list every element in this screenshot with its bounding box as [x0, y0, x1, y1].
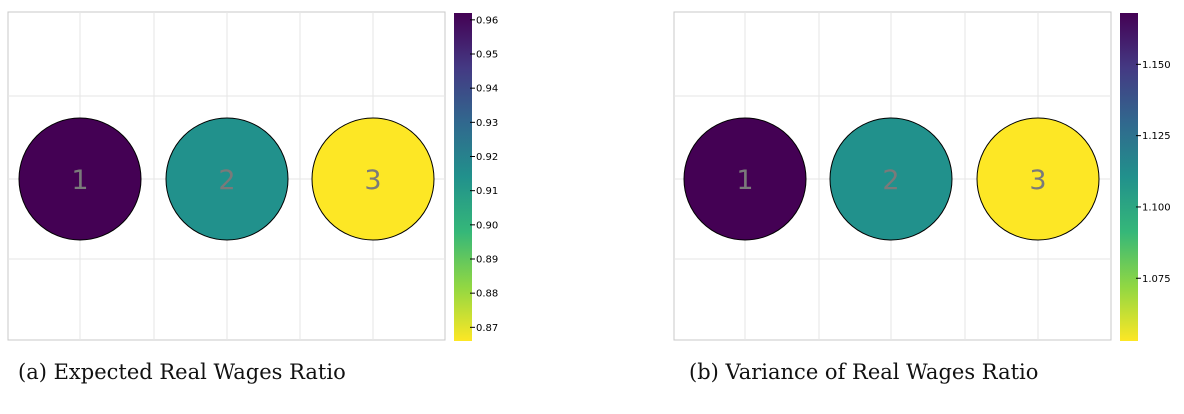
colorbar-tick-label: 0.91 — [476, 186, 498, 197]
node-label-2: 2 — [882, 165, 899, 196]
colorbar-tick-label: 1.150 — [1142, 60, 1171, 71]
colorbar-tick-label: 0.89 — [476, 255, 498, 266]
node-1 — [683, 117, 807, 241]
node-label-3: 3 — [364, 165, 381, 196]
colorbar-tick-label: 0.93 — [476, 118, 498, 129]
colorbar-tick-label: 0.88 — [476, 289, 498, 300]
node-label-1: 1 — [736, 165, 753, 196]
colorbar-tick-label: 1.075 — [1142, 274, 1171, 285]
node-1 — [18, 117, 142, 241]
caption-expected-real-wages-ratio: (a) Expected Real Wages Ratio — [18, 360, 346, 384]
colorbar-tick-label: 0.87 — [476, 323, 498, 334]
colorbar — [1120, 13, 1138, 341]
colorbar-tick-label: 0.95 — [476, 50, 498, 61]
node-3 — [976, 117, 1100, 241]
panel-expected-real-wages: 1 2 3 0.96 0.95 0.94 0.93 0.92 0.91 0.90 0.89 0.88 0… — [7, 11, 498, 341]
node-2 — [165, 117, 289, 241]
colorbar-tick-label: 1.125 — [1142, 131, 1171, 142]
colorbar-tick-label: 0.96 — [476, 15, 498, 26]
node-label-1: 1 — [71, 165, 88, 196]
panel-variance-real-wages: 1 2 3 1.150 1.125 1.100 1.075 — [673, 11, 1171, 341]
node-3 — [311, 117, 435, 241]
caption-variance-real-wages-ratio: (b) Variance of Real Wages Ratio — [689, 360, 1039, 384]
colorbar-tick-label: 0.90 — [476, 220, 498, 231]
colorbar — [454, 13, 472, 341]
node-label-3: 3 — [1029, 165, 1046, 196]
node-label-2: 2 — [218, 165, 235, 196]
colorbar-tick-label: 1.100 — [1142, 202, 1171, 213]
colorbar-tick-label: 0.92 — [476, 152, 498, 163]
colorbar-tick-label: 0.94 — [476, 84, 498, 95]
node-2 — [829, 117, 953, 241]
